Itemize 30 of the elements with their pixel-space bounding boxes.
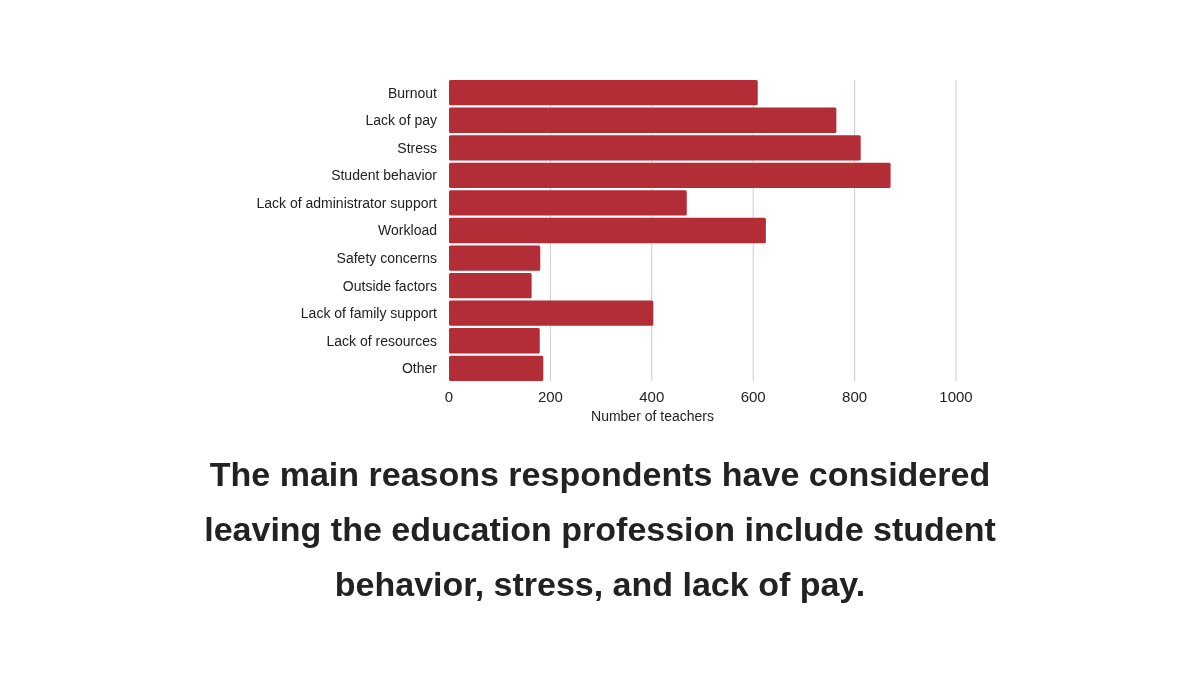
y-tick-label: Workload [378,222,437,239]
bar [449,107,837,133]
x-tick-label: 400 [639,388,665,405]
y-tick-label: Lack of resources [326,332,437,349]
y-tick-label: Other [401,360,438,377]
y-tick-label: Burnout [387,84,438,101]
y-tick-label: Stress [397,139,437,156]
bar [449,190,687,216]
x-tick-label: 0 [444,388,454,405]
bar [449,135,861,161]
x-axis-title: Number of teachers [591,408,714,424]
bar [449,272,532,299]
bar [449,300,654,326]
y-tick-label: Lack of pay [365,112,437,129]
text: The main reasons respondents have considered leaving the education profession include student behavior, stress, and lack of pay. [204,455,996,603]
y-tick-label: Lack of administrator support [256,194,438,211]
bar [449,80,758,106]
bar [449,162,891,189]
bar [449,245,541,271]
y-tick-label: Safety concerns [336,249,437,266]
y-tick-label: Student behavior [331,167,438,184]
x-tick-label: 600 [740,388,766,405]
bar [449,217,766,244]
bar [449,355,544,381]
x-tick-label: 200 [537,388,563,405]
x-tick-label: 800 [842,388,868,405]
y-tick-label: Outside factors [342,277,437,294]
x-tick-label: 1000 [939,388,973,405]
bar [449,328,540,354]
y-tick-label: Lack of family support [300,305,438,322]
